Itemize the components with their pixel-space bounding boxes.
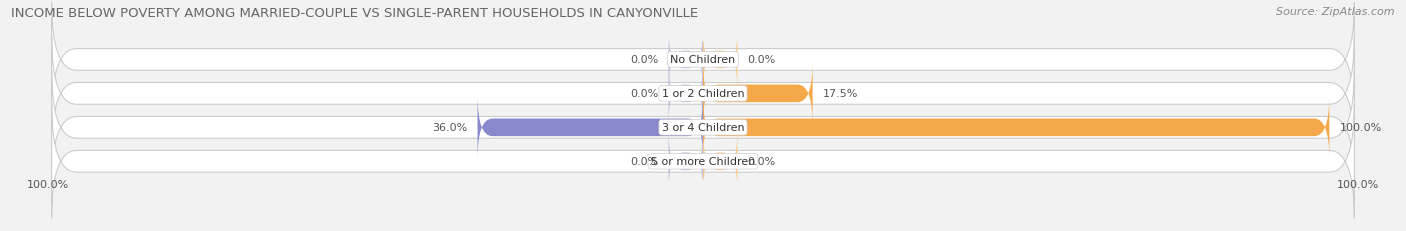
Text: 100.0%: 100.0% xyxy=(1337,179,1379,189)
FancyBboxPatch shape xyxy=(703,96,1329,160)
Text: 100.0%: 100.0% xyxy=(1340,123,1382,133)
FancyBboxPatch shape xyxy=(478,96,703,160)
FancyBboxPatch shape xyxy=(669,130,703,193)
FancyBboxPatch shape xyxy=(703,62,813,126)
Text: 17.5%: 17.5% xyxy=(823,89,858,99)
Text: 5 or more Children: 5 or more Children xyxy=(651,157,755,167)
FancyBboxPatch shape xyxy=(52,3,1354,117)
Text: INCOME BELOW POVERTY AMONG MARRIED-COUPLE VS SINGLE-PARENT HOUSEHOLDS IN CANYONV: INCOME BELOW POVERTY AMONG MARRIED-COUPL… xyxy=(11,7,699,20)
Text: 36.0%: 36.0% xyxy=(432,123,468,133)
Text: 1 or 2 Children: 1 or 2 Children xyxy=(662,89,744,99)
FancyBboxPatch shape xyxy=(52,105,1354,218)
FancyBboxPatch shape xyxy=(52,71,1354,185)
FancyBboxPatch shape xyxy=(669,28,703,92)
Text: 100.0%: 100.0% xyxy=(27,179,69,189)
FancyBboxPatch shape xyxy=(703,28,738,92)
Text: 0.0%: 0.0% xyxy=(748,157,776,167)
Text: 0.0%: 0.0% xyxy=(748,55,776,65)
FancyBboxPatch shape xyxy=(703,130,738,193)
FancyBboxPatch shape xyxy=(669,62,703,126)
Text: 3 or 4 Children: 3 or 4 Children xyxy=(662,123,744,133)
FancyBboxPatch shape xyxy=(52,37,1354,151)
Text: No Children: No Children xyxy=(671,55,735,65)
Text: 0.0%: 0.0% xyxy=(630,157,658,167)
Text: 0.0%: 0.0% xyxy=(630,89,658,99)
Text: Source: ZipAtlas.com: Source: ZipAtlas.com xyxy=(1277,7,1395,17)
Text: 0.0%: 0.0% xyxy=(630,55,658,65)
